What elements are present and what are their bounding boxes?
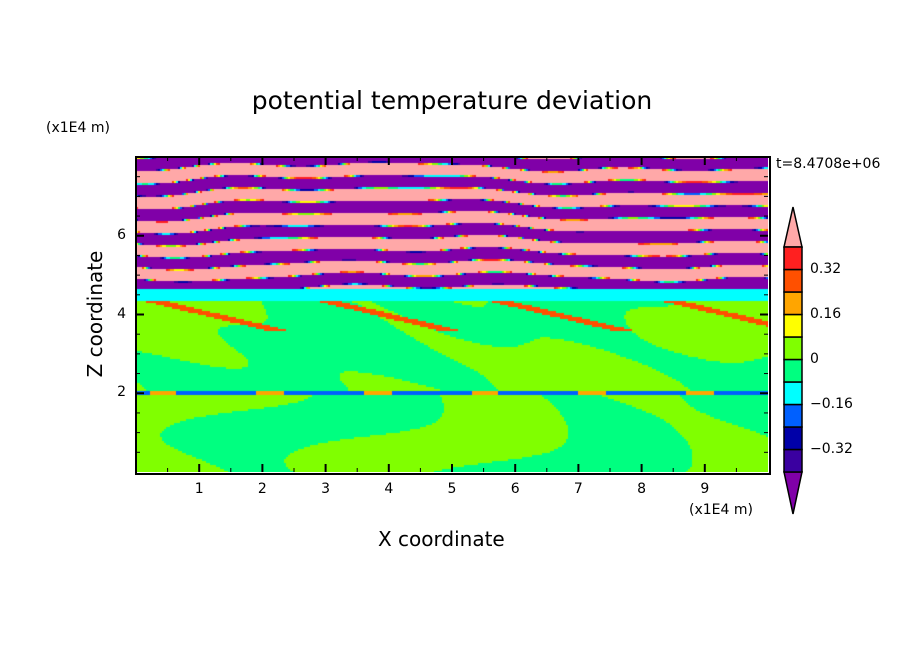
y-tick-label: 6 — [117, 226, 126, 243]
y-tick-label: 2 — [117, 384, 126, 401]
chart-title: potential temperature deviation — [251, 86, 653, 115]
x-axis-label: X coordinate — [378, 527, 505, 551]
colorbar-tick-label: −0.32 — [810, 440, 853, 457]
x-unit-label: (x1E4 m) — [689, 502, 753, 518]
colorbar-tick-label: −0.16 — [810, 395, 853, 412]
colorbar-swatch — [783, 358, 803, 383]
x-tick-label: 8 — [637, 481, 647, 497]
y-tick-label: 4 — [117, 305, 126, 322]
x-tick-label: 7 — [573, 481, 583, 497]
colorbar-tick-label: 0.16 — [810, 305, 842, 322]
x-tick-label: 4 — [384, 481, 394, 497]
colorbar-tick-label: 0.32 — [810, 260, 842, 277]
colorbar-swatch — [783, 291, 803, 316]
colorbar-swatch — [783, 426, 803, 451]
x-tick-label: 1 — [194, 481, 204, 497]
x-tick-label: 2 — [257, 481, 267, 497]
x-tick-label: 6 — [510, 481, 520, 497]
colorbar-swatch — [783, 448, 803, 473]
colorbar-tick-label: 0 — [810, 350, 819, 367]
colorbar-swatch — [783, 403, 803, 428]
contour-field — [136, 157, 768, 472]
x-tick-label: 9 — [700, 481, 710, 497]
colorbar-swatch — [783, 336, 803, 361]
colorbar-swatch — [783, 313, 803, 338]
colorbar-swatch — [783, 268, 803, 293]
x-tick-label: 3 — [321, 481, 331, 497]
x-tick-label: 5 — [447, 481, 457, 497]
colorbar-swatch — [783, 381, 803, 406]
colorbar-over-arrow — [783, 206, 803, 248]
colorbar-swatch — [783, 246, 803, 271]
time-label: t=8.4708e+06 — [776, 156, 881, 172]
y-unit-label: (x1E4 m) — [46, 120, 110, 136]
colorbar-under-arrow — [783, 471, 803, 515]
